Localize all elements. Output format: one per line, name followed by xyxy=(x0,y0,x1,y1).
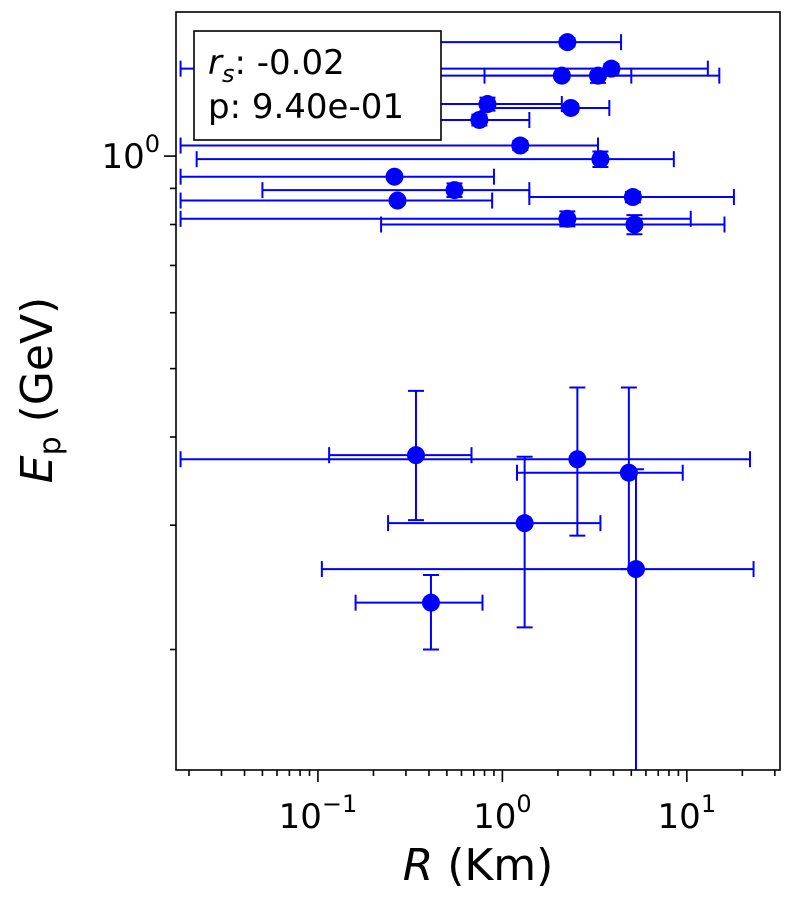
data-point-15 xyxy=(406,446,425,465)
data-point-20 xyxy=(421,593,440,612)
data-point-19 xyxy=(626,560,645,579)
error-bar-15 xyxy=(328,389,473,522)
error-bar-16 xyxy=(179,386,751,537)
data-point-0 xyxy=(558,33,577,52)
y-tick-label: 100 xyxy=(101,130,160,177)
y-axis-label: Ep (GeV) xyxy=(12,297,68,483)
error-bar-5 xyxy=(483,99,611,116)
data-point-1 xyxy=(602,59,621,78)
x-axis-label: R (Km) xyxy=(403,840,554,891)
error-bar-17 xyxy=(515,386,684,571)
data-point-8 xyxy=(591,150,610,169)
plot-frame xyxy=(175,11,781,771)
error-bar-12 xyxy=(179,192,494,209)
data-point-6 xyxy=(470,110,489,129)
rs-annotation: rs: -0.02 xyxy=(208,43,345,88)
error-bars-layer xyxy=(179,34,755,770)
error-bar-14 xyxy=(380,214,726,236)
axis-ticks-layer: 10−1 100 101 100 xyxy=(101,130,776,837)
x-tick-label: 101 xyxy=(658,790,717,837)
data-point-4 xyxy=(478,95,497,114)
data-point-3 xyxy=(589,66,608,85)
x-tick-label: 10−1 xyxy=(279,790,358,837)
data-point-17 xyxy=(619,463,638,482)
data-point-9 xyxy=(385,167,404,186)
data-point-14 xyxy=(625,215,644,234)
error-bar-9 xyxy=(179,168,495,185)
legend-frame xyxy=(193,30,442,141)
data-point-11 xyxy=(623,188,642,207)
data-point-12 xyxy=(388,191,407,210)
p-value-annotation: p: 9.40e-01 xyxy=(208,87,404,127)
data-point-7 xyxy=(511,136,530,155)
error-bar-18 xyxy=(387,455,602,629)
data-point-5 xyxy=(561,98,580,117)
error-bar-19 xyxy=(320,468,755,770)
error-bar-20 xyxy=(354,574,484,651)
legend-box: rs: -0.02 p: 9.40e-01 xyxy=(193,30,442,141)
data-point-10 xyxy=(445,181,464,200)
data-point-16 xyxy=(568,450,587,469)
data-point-18 xyxy=(515,514,534,533)
data-points-layer xyxy=(385,33,645,612)
x-tick-label: 100 xyxy=(473,790,532,837)
data-point-13 xyxy=(558,209,577,228)
data-point-2 xyxy=(552,66,571,85)
